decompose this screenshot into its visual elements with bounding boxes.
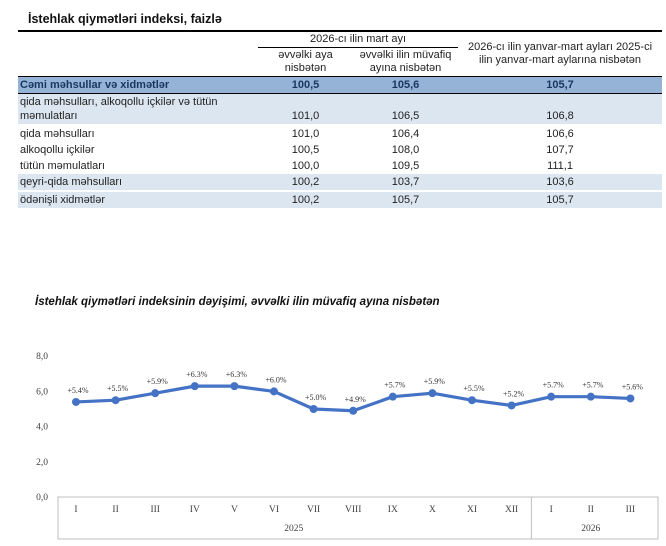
svg-text:+5.7%: +5.7% — [543, 381, 565, 390]
svg-text:I: I — [74, 505, 77, 515]
row-value: 106,5 — [353, 93, 459, 126]
column-header-prev-year-month: əvvəlki ilin müvafiq ayına nisbətən — [359, 49, 452, 74]
svg-text:IV: IV — [190, 505, 200, 515]
svg-text:+5.9%: +5.9% — [147, 377, 169, 386]
table-row-nonfood: qeyri-qida məhsulları 100,2 103,7 103,6 — [18, 174, 663, 192]
row-value: 105,7 — [458, 76, 663, 94]
row-label: ödənişli xidmətlər — [18, 191, 258, 210]
svg-text:VIII: VIII — [345, 505, 361, 515]
table-header-group-row: 2026-cı ilin mart ayı 2026-cı ilin yanva… — [18, 32, 662, 66]
svg-text:+5.4%: +5.4% — [67, 386, 89, 395]
svg-text:0,0: 0,0 — [36, 493, 48, 503]
svg-text:+6.3%: +6.3% — [226, 370, 248, 379]
row-value: 100,2 — [258, 191, 353, 210]
svg-text:X: X — [429, 505, 436, 515]
cpi-table: 2026-cı ilin mart ayı 2026-cı ilin yanva… — [18, 32, 663, 210]
svg-text:6,0: 6,0 — [36, 387, 48, 397]
svg-text:+5.5%: +5.5% — [107, 384, 129, 393]
table-row-paid-services: ödənişli xidmətlər 100,2 105,7 105,7 — [18, 191, 663, 210]
header-spacer — [18, 32, 258, 48]
svg-text:XII: XII — [505, 505, 518, 515]
row-label: Cəmi məhsullar və xidmətlər — [18, 76, 258, 94]
svg-text:+6.0%: +6.0% — [265, 375, 287, 384]
column-group-header-march: 2026-cı ilin mart ayı — [258, 32, 459, 48]
row-value: 105,7 — [458, 191, 663, 210]
svg-text:+6.3%: +6.3% — [186, 370, 208, 379]
svg-text:III: III — [626, 505, 636, 515]
svg-text:VI: VI — [269, 505, 279, 515]
svg-text:+5.6%: +5.6% — [622, 382, 644, 391]
row-value: 100,2 — [258, 174, 353, 192]
svg-text:2026: 2026 — [581, 524, 600, 534]
row-label: tütün məmulatları — [20, 160, 105, 172]
svg-text:+5.7%: +5.7% — [582, 381, 604, 390]
row-value: 103,6 — [458, 174, 663, 192]
table-row-alcohol: alkoqollu içkilər 100,5 108,0 107,7 — [18, 142, 662, 158]
row-value: 101,0 — [291, 128, 320, 140]
row-value: 108,0 — [391, 144, 420, 156]
row-value: 107,7 — [546, 144, 574, 156]
row-label: qeyri-qida məhsulları — [18, 174, 258, 192]
row-value: 100,0 — [291, 160, 320, 172]
cpi-table-section: İstehlak qiymətləri indeksi, faizlə 2026… — [18, 10, 663, 210]
svg-text:+5.9%: +5.9% — [424, 377, 446, 386]
row-value: 105,6 — [353, 76, 459, 94]
svg-text:+4.9%: +4.9% — [345, 395, 367, 404]
header-spacer — [18, 48, 258, 77]
row-value: 100,5 — [291, 144, 320, 156]
row-value: 106,8 — [458, 93, 663, 126]
row-value: 109,5 — [391, 160, 420, 172]
svg-text:+5.7%: +5.7% — [384, 381, 406, 390]
column-header-jan-mar: 2026-cı ilin yanvar-mart ayları 2025-ci … — [468, 41, 653, 66]
row-label: alkoqollu içkilər — [20, 144, 95, 156]
svg-text:I: I — [550, 505, 553, 515]
svg-text:2,0: 2,0 — [36, 458, 48, 468]
table-title: İstehlak qiymətləri indeksi, faizlə — [18, 10, 662, 32]
svg-text:II: II — [112, 505, 118, 515]
table-row-total: Cəmi məhsullar və xidmətlər 100,5 105,6 … — [18, 76, 663, 94]
svg-text:V: V — [231, 505, 238, 515]
row-value: 103,7 — [353, 174, 459, 192]
svg-text:+5.5%: +5.5% — [463, 384, 485, 393]
svg-text:+5.0%: +5.0% — [305, 393, 327, 402]
svg-text:VII: VII — [307, 505, 320, 515]
svg-text:8,0: 8,0 — [36, 352, 48, 362]
row-value: 100,5 — [258, 76, 353, 94]
row-value: 106,6 — [546, 128, 574, 140]
row-value: 105,7 — [353, 191, 459, 210]
row-label: qida məhsulları, alkoqollu içkilər və tü… — [18, 93, 258, 126]
svg-text:2025: 2025 — [284, 524, 303, 534]
table-subheader-row: əvvəlki aya nisbətən əvvəlki ilin müvafi… — [18, 48, 662, 77]
chart-title: İstehlak qiymətləri indeksinin dəyişimi,… — [35, 296, 440, 308]
row-value: 101,0 — [258, 93, 353, 126]
row-label: qida məhsulları — [20, 128, 95, 140]
row-value: 106,4 — [391, 128, 420, 140]
table-row-tobacco: tütün məmulatları 100,0 109,5 111,1 — [18, 158, 662, 174]
svg-text:IX: IX — [388, 505, 398, 515]
row-value: 111,1 — [547, 160, 573, 172]
column-header-prev-month: əvvəlki aya nisbətən — [278, 49, 333, 74]
svg-text:III: III — [150, 505, 160, 515]
svg-text:XI: XI — [467, 505, 477, 515]
svg-text:II: II — [588, 505, 594, 515]
svg-text:4,0: 4,0 — [36, 423, 48, 433]
table-row-food: qida məhsulları 101,0 106,4 106,6 — [18, 125, 662, 142]
svg-text:+5.2%: +5.2% — [503, 389, 525, 398]
table-row-food-alcohol-tobacco: qida məhsulları, alkoqollu içkilər və tü… — [18, 93, 663, 126]
